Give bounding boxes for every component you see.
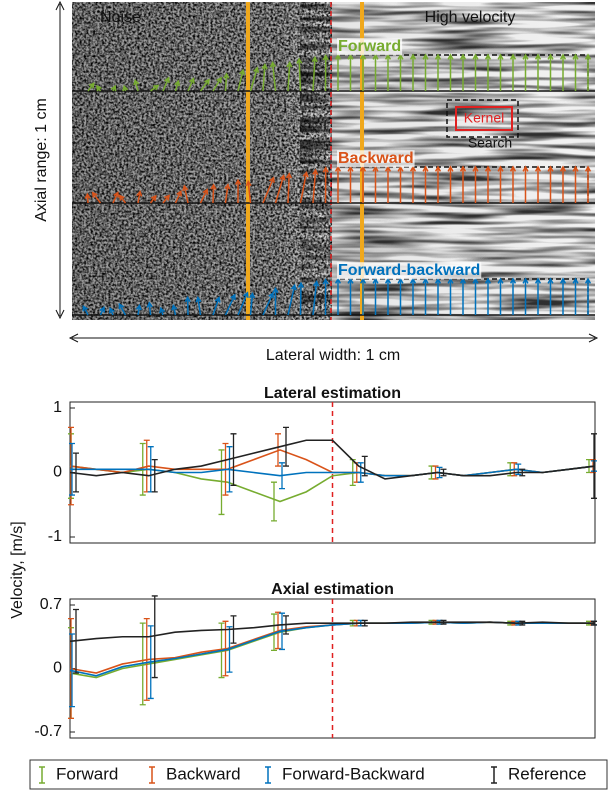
search-label: Search: [468, 135, 512, 151]
x-label: Lateral width: 1 cm: [266, 347, 400, 364]
region-label: Noise: [100, 9, 141, 26]
vector-arrow: [213, 185, 214, 203]
legend-label: Reference: [508, 764, 586, 783]
y-tick-label: -1: [48, 528, 62, 545]
y-label: Axial range: 1 cm: [33, 98, 50, 222]
speckle: [72, 2, 332, 320]
row-label: Backward: [338, 150, 414, 167]
ultrasound-panel: Noise High velocity Kernel Search Forwar…: [72, 2, 595, 320]
row-label: Forward-backward: [338, 262, 480, 279]
kernel-label: Kernel: [464, 110, 504, 126]
chart-title: Axial estimation: [271, 581, 394, 598]
error-bar: [283, 427, 289, 466]
region-label: High velocity: [425, 9, 516, 26]
y-tick-label: 0: [53, 464, 62, 481]
y-tick-label: -0.7: [34, 723, 62, 740]
legend-label: Backward: [166, 764, 241, 783]
row-label: Forward: [338, 38, 401, 55]
y-tick-label: 1: [53, 399, 62, 416]
error-bar: [152, 460, 158, 492]
y-tick-label: 0.7: [40, 596, 62, 613]
legend-label: Forward: [56, 764, 118, 783]
error-bar: [271, 482, 277, 521]
y-tick-label: 0: [53, 660, 62, 677]
y-label: Velocity, [m/s]: [9, 521, 26, 619]
error-bar: [231, 434, 237, 486]
chart-title: Lateral estimation: [264, 385, 401, 402]
legend-label: Forward-Backward: [282, 764, 425, 783]
